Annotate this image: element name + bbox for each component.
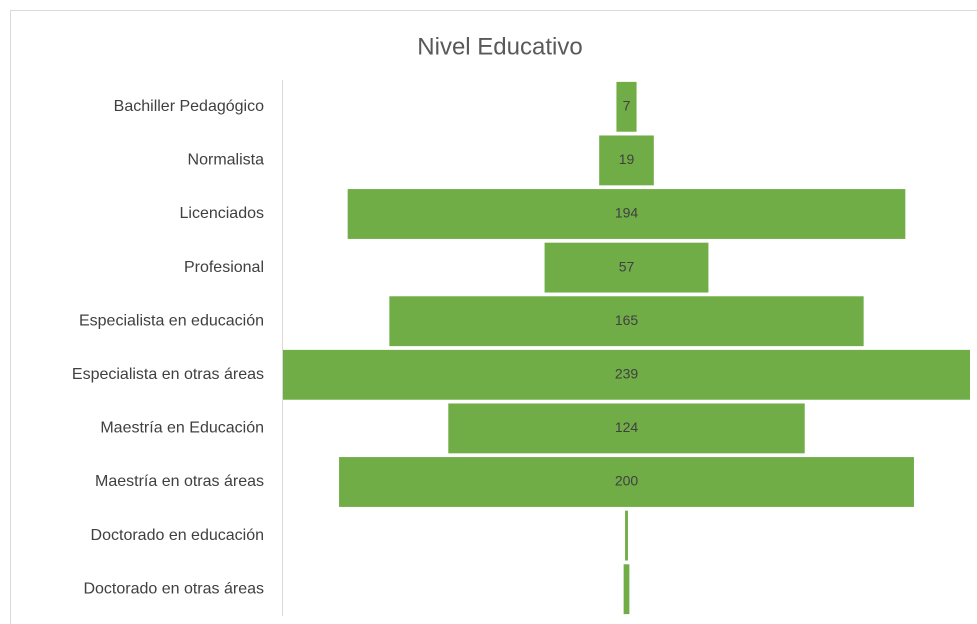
bar xyxy=(347,189,906,239)
bar xyxy=(625,510,628,561)
category-label: Normalista xyxy=(188,152,265,169)
bar xyxy=(616,81,637,132)
bar xyxy=(623,564,630,615)
bar xyxy=(283,349,970,400)
data-label: 19 xyxy=(619,151,635,167)
category-label: Doctorado en otras áreas xyxy=(83,580,264,597)
category-label: Especialista en otras áreas xyxy=(72,366,264,383)
data-label: 239 xyxy=(615,366,639,382)
category-label: Licenciados xyxy=(180,205,265,222)
data-label: 165 xyxy=(615,312,639,328)
data-label: 124 xyxy=(615,419,639,435)
bar xyxy=(339,457,914,507)
category-label: Profesional xyxy=(184,259,264,276)
bar xyxy=(448,403,805,454)
data-label: 57 xyxy=(619,258,635,274)
category-label: Maestría en Educación xyxy=(100,420,264,437)
bar xyxy=(389,296,864,347)
bar xyxy=(544,242,709,293)
chart-title: Nivel Educativo xyxy=(417,33,582,60)
category-label: Maestría en otras áreas xyxy=(95,473,264,490)
category-label: Bachiller Pedagógico xyxy=(114,98,264,115)
category-label: Doctorado en educación xyxy=(91,527,264,544)
bar xyxy=(599,135,654,186)
data-label: 194 xyxy=(615,205,639,221)
data-label: 7 xyxy=(623,98,631,114)
data-label: 200 xyxy=(615,473,639,489)
category-label: Especialista en educación xyxy=(79,312,264,329)
